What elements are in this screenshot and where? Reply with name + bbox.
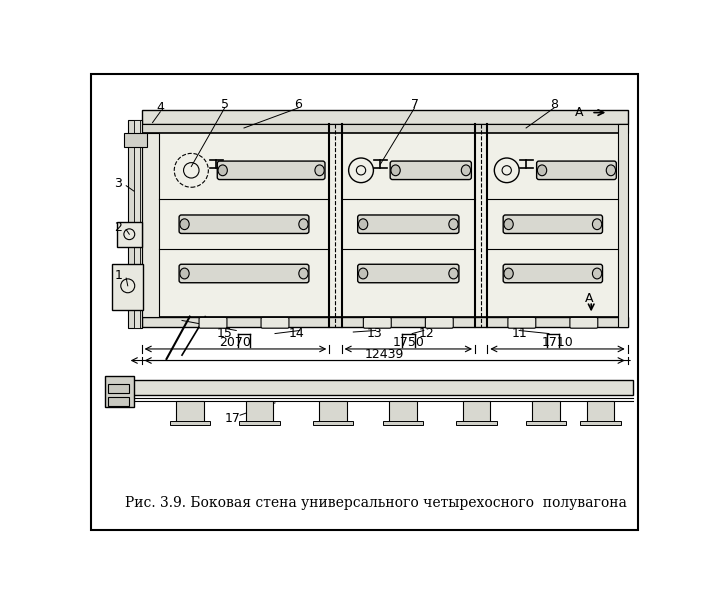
- Text: A: A: [575, 106, 584, 119]
- Bar: [389, 401, 417, 423]
- Bar: [618, 124, 627, 327]
- Bar: [580, 422, 621, 425]
- FancyBboxPatch shape: [508, 318, 536, 328]
- FancyBboxPatch shape: [537, 161, 617, 179]
- Bar: [127, 120, 142, 328]
- Bar: [112, 264, 143, 310]
- Text: 14: 14: [289, 327, 305, 340]
- Ellipse shape: [592, 268, 602, 279]
- Bar: [142, 316, 627, 327]
- Bar: [456, 422, 497, 425]
- Text: 17: 17: [224, 412, 241, 425]
- Bar: [319, 401, 347, 423]
- Bar: [246, 401, 273, 423]
- Bar: [533, 401, 560, 423]
- Ellipse shape: [358, 219, 368, 230]
- Bar: [142, 124, 627, 133]
- Bar: [142, 133, 159, 316]
- Ellipse shape: [538, 165, 547, 176]
- Bar: [108, 383, 129, 393]
- Text: 4: 4: [157, 102, 164, 114]
- Bar: [108, 396, 129, 406]
- Text: 11: 11: [511, 327, 527, 340]
- Ellipse shape: [449, 268, 458, 279]
- Ellipse shape: [299, 219, 308, 230]
- FancyBboxPatch shape: [425, 318, 454, 328]
- Text: 7: 7: [411, 97, 419, 111]
- Bar: [526, 422, 567, 425]
- Ellipse shape: [606, 165, 616, 176]
- Text: 2070: 2070: [219, 336, 251, 349]
- FancyBboxPatch shape: [179, 215, 309, 233]
- FancyBboxPatch shape: [217, 161, 325, 179]
- Text: 8: 8: [550, 97, 558, 111]
- Text: 1: 1: [115, 269, 122, 282]
- Ellipse shape: [180, 268, 189, 279]
- Bar: [169, 422, 210, 425]
- Bar: [587, 401, 614, 423]
- Bar: [142, 110, 627, 124]
- Text: 15: 15: [216, 327, 233, 340]
- Bar: [383, 422, 423, 425]
- Bar: [105, 376, 134, 407]
- FancyBboxPatch shape: [179, 264, 309, 283]
- Bar: [127, 380, 633, 395]
- Ellipse shape: [504, 219, 513, 230]
- Bar: [463, 401, 491, 423]
- Text: 1710: 1710: [541, 336, 573, 349]
- FancyBboxPatch shape: [363, 318, 392, 328]
- Text: 13: 13: [367, 327, 382, 340]
- FancyBboxPatch shape: [357, 215, 459, 233]
- Bar: [239, 422, 280, 425]
- Text: 12439: 12439: [365, 348, 404, 361]
- FancyBboxPatch shape: [357, 264, 459, 283]
- Bar: [142, 133, 627, 316]
- Text: 6: 6: [294, 97, 302, 111]
- Text: 1750: 1750: [392, 336, 424, 349]
- Ellipse shape: [461, 165, 471, 176]
- Ellipse shape: [449, 219, 458, 230]
- Text: 2: 2: [115, 221, 122, 234]
- FancyBboxPatch shape: [261, 318, 289, 328]
- Ellipse shape: [358, 268, 368, 279]
- Ellipse shape: [180, 219, 189, 230]
- Ellipse shape: [592, 219, 602, 230]
- Text: 12: 12: [418, 327, 434, 340]
- Text: 5: 5: [221, 97, 229, 111]
- Bar: [313, 422, 353, 425]
- Text: Рис. 3.9. Боковая стена универсального четырехосного  полувагона: Рис. 3.9. Боковая стена универсального ч…: [125, 496, 627, 510]
- Ellipse shape: [504, 268, 513, 279]
- FancyBboxPatch shape: [503, 264, 602, 283]
- Ellipse shape: [299, 268, 308, 279]
- Bar: [124, 133, 147, 147]
- Text: 3: 3: [115, 177, 122, 190]
- Ellipse shape: [315, 165, 324, 176]
- Bar: [134, 120, 140, 328]
- FancyBboxPatch shape: [199, 318, 227, 328]
- Ellipse shape: [218, 165, 227, 176]
- Ellipse shape: [391, 165, 400, 176]
- Bar: [117, 222, 142, 246]
- FancyBboxPatch shape: [570, 318, 598, 328]
- FancyBboxPatch shape: [503, 215, 602, 233]
- Text: A: A: [585, 292, 593, 306]
- FancyBboxPatch shape: [390, 161, 471, 179]
- Bar: [176, 401, 204, 423]
